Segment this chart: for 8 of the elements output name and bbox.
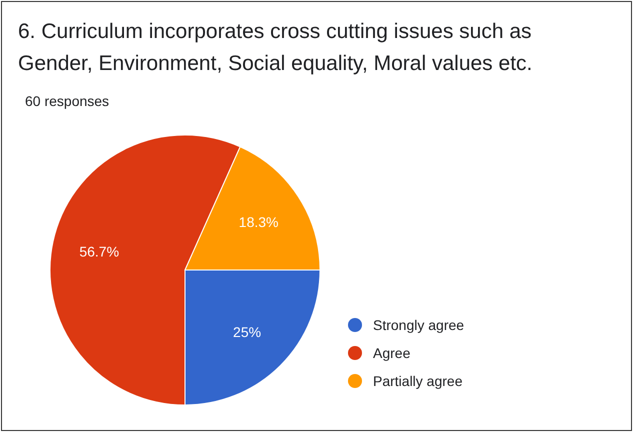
data-label: 18.3% [238,214,278,230]
data-label: 25% [233,324,262,340]
legend-label: Strongly agree [373,316,464,333]
chart-title: 6. Curriculum incorporates cross cutting issues such as Gender, Environment, Social equality, Moral values etc. [18,20,532,75]
legend-label: Agree [373,344,411,361]
legend-label: Partially agree [373,372,463,389]
chart-subtitle: 60 responses [25,93,110,109]
data-label: 56.7% [79,244,120,260]
